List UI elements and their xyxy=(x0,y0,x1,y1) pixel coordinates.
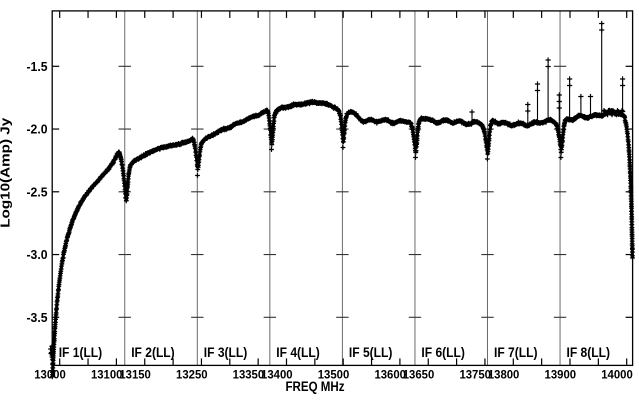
svg-text:-1.5: -1.5 xyxy=(27,59,48,74)
svg-text:13900: 13900 xyxy=(545,368,577,382)
svg-text:13100: 13100 xyxy=(91,368,123,382)
svg-text:13600: 13600 xyxy=(374,368,406,382)
svg-text:13350: 13350 xyxy=(233,368,265,382)
svg-text:13250: 13250 xyxy=(176,368,208,382)
svg-text:13150: 13150 xyxy=(119,368,151,382)
svg-text:IF 7(LL): IF 7(LL) xyxy=(494,345,538,361)
svg-text:IF 8(LL): IF 8(LL) xyxy=(567,345,611,361)
svg-text:-3.5: -3.5 xyxy=(27,310,48,325)
svg-text:14000: 14000 xyxy=(601,368,633,382)
svg-text:FREQ MHz: FREQ MHz xyxy=(286,379,345,394)
svg-text:IF 1(LL): IF 1(LL) xyxy=(59,345,103,361)
svg-text:Log10(Amp) Jy: Log10(Amp) Jy xyxy=(0,117,12,228)
svg-text:-2.5: -2.5 xyxy=(27,184,48,199)
svg-text:IF 4(LL): IF 4(LL) xyxy=(276,345,320,361)
svg-text:-2.0: -2.0 xyxy=(27,122,48,137)
svg-text:13650: 13650 xyxy=(403,368,435,382)
svg-text:IF 3(LL): IF 3(LL) xyxy=(204,345,248,361)
svg-text:IF 5(LL): IF 5(LL) xyxy=(349,345,393,361)
svg-text:13800: 13800 xyxy=(488,368,520,382)
svg-text:-3.0: -3.0 xyxy=(27,247,48,262)
svg-text:13750: 13750 xyxy=(459,368,491,382)
svg-text:IF 6(LL): IF 6(LL) xyxy=(421,345,465,361)
svg-text:IF 2(LL): IF 2(LL) xyxy=(131,345,175,361)
svg-text:13500: 13500 xyxy=(318,368,350,382)
svg-text:13400: 13400 xyxy=(261,368,293,382)
